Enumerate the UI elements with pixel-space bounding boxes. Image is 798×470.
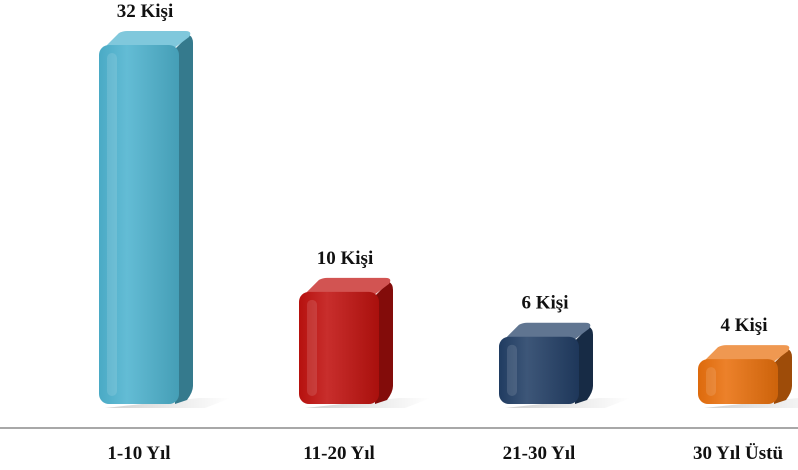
bar-front-face	[299, 291, 379, 404]
bar-4	[698, 345, 798, 408]
data-label-1: 32 Kişi	[117, 1, 173, 22]
bar-front-face	[99, 45, 179, 404]
bar-highlight	[107, 53, 117, 396]
category-label-4: 30 Yıl Üstü	[693, 443, 784, 464]
bar-3	[499, 322, 631, 408]
data-label-3: 6 Kişi	[522, 293, 569, 314]
bar-top-face	[704, 345, 790, 364]
bar-side-face	[375, 281, 393, 404]
category-label-1: 1-10 Yıl	[107, 443, 170, 464]
bar-front-face	[499, 336, 579, 404]
category-label-2: 11-20 Yıl	[303, 443, 375, 464]
bar-side-face	[575, 326, 593, 404]
bar-side-face	[175, 35, 193, 404]
bar-2	[299, 277, 431, 408]
data-label-2: 10 Kişi	[317, 248, 373, 269]
bar-top-face	[105, 31, 191, 49]
bar-side-face	[774, 349, 792, 404]
bar-highlight	[507, 344, 517, 396]
bar-front-face	[698, 359, 778, 404]
bar-top-face	[505, 322, 591, 341]
bar-highlight	[706, 367, 716, 396]
category-label-3: 21-30 Yıl	[503, 443, 576, 464]
bar-highlight	[307, 299, 317, 396]
bar-top-face	[305, 277, 391, 296]
bar-1	[99, 31, 231, 408]
data-label-4: 4 Kişi	[721, 315, 768, 336]
